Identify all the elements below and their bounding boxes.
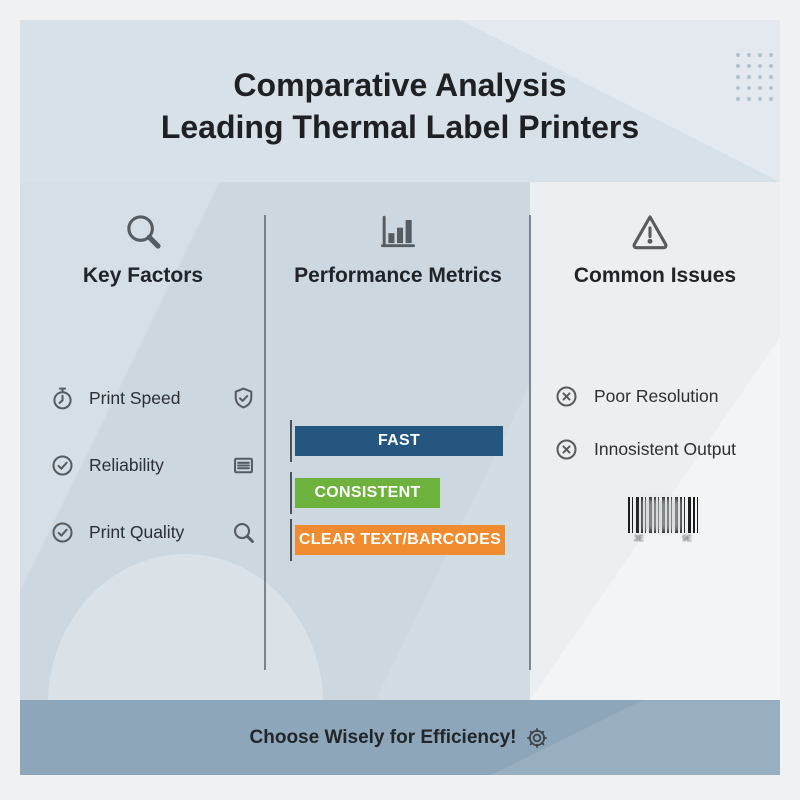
bar-chart-icon (375, 209, 419, 253)
dot (758, 97, 762, 101)
shield-check-icon (230, 385, 257, 412)
dot (769, 86, 773, 90)
magnifier-icon (121, 209, 165, 253)
bar-axis-tick (290, 519, 292, 561)
x-circle-icon (553, 383, 580, 410)
barcode-digits-right: 9E (682, 534, 692, 543)
dot (736, 64, 740, 68)
main-content: Key Factors Performance Metrics Common I… (20, 182, 780, 775)
document-lines-icon (230, 452, 257, 479)
key-factors-heading: Key Factors (82, 264, 204, 287)
dot (736, 75, 740, 79)
dot (769, 75, 773, 79)
bar-label: CONSISTENT (314, 484, 421, 501)
barcode-image: 3E 9E (628, 497, 698, 543)
dot (736, 97, 740, 101)
dot (747, 97, 751, 101)
factor-label: Print Quality (89, 521, 185, 542)
barcode-bars (628, 497, 698, 533)
barcode-digits: 3E 9E (628, 534, 698, 543)
title-line-2: Leading Thermal Label Printers (160, 109, 640, 145)
factor-row-reliability: Reliability (49, 448, 257, 482)
dot (747, 64, 751, 68)
factor-row-print-speed: Print Speed (49, 381, 257, 415)
dot (758, 53, 762, 57)
title-line-1: Comparative Analysis (233, 67, 567, 103)
magnifier-icon (230, 519, 257, 546)
bar-label: FAST (377, 432, 421, 449)
gear-icon (524, 725, 550, 751)
dot (769, 53, 773, 57)
footer-text: Choose Wisely for Efficiency! (249, 726, 517, 748)
issue-label: Poor Resolution (594, 385, 719, 406)
header-band: Comparative Analysis Leading Thermal Lab… (20, 20, 780, 182)
warning-triangle-icon (628, 209, 672, 253)
common-issues-heading: Common Issues (573, 264, 737, 287)
dot (758, 75, 762, 79)
dot (758, 86, 762, 90)
factor-label: Reliability (89, 454, 164, 475)
dot (736, 86, 740, 90)
bar-axis-tick (290, 472, 292, 514)
performance-bar-clear-text: CLEAR TEXT/BARCODES (295, 525, 505, 555)
dot (747, 75, 751, 79)
dot-grid (736, 53, 773, 101)
bar-label: CLEAR TEXT/BARCODES (298, 531, 502, 548)
issue-row-poor-resolution: Poor Resolution (553, 379, 773, 413)
check-circle-icon (49, 452, 76, 479)
dot (758, 64, 762, 68)
performance-bar-consistent: CONSISTENT (295, 478, 440, 508)
footer-band: Choose Wisely for Efficiency! (20, 700, 780, 775)
stopwatch-icon (49, 385, 76, 412)
barcode-digits-left: 3E (634, 534, 644, 543)
factor-label: Print Speed (89, 387, 181, 408)
page-title: Comparative Analysis Leading Thermal Lab… (20, 64, 780, 148)
column-divider-left (264, 215, 266, 670)
performance-heading: Performance Metrics (294, 264, 502, 287)
performance-bar-fast: FAST (295, 426, 503, 456)
dot (769, 64, 773, 68)
dot (747, 86, 751, 90)
dot (769, 97, 773, 101)
infographic-card: Comparative Analysis Leading Thermal Lab… (20, 20, 780, 775)
x-circle-icon (553, 436, 580, 463)
issue-row-inconsistent-output: Innosistent Output (553, 432, 773, 466)
column-divider-right (529, 215, 531, 670)
issue-label: Innosistent Output (594, 438, 737, 459)
bar-axis-tick (290, 420, 292, 462)
dot (747, 53, 751, 57)
dot (736, 53, 740, 57)
factor-row-print-quality: Print Quality (49, 515, 257, 549)
check-circle-icon (49, 519, 76, 546)
